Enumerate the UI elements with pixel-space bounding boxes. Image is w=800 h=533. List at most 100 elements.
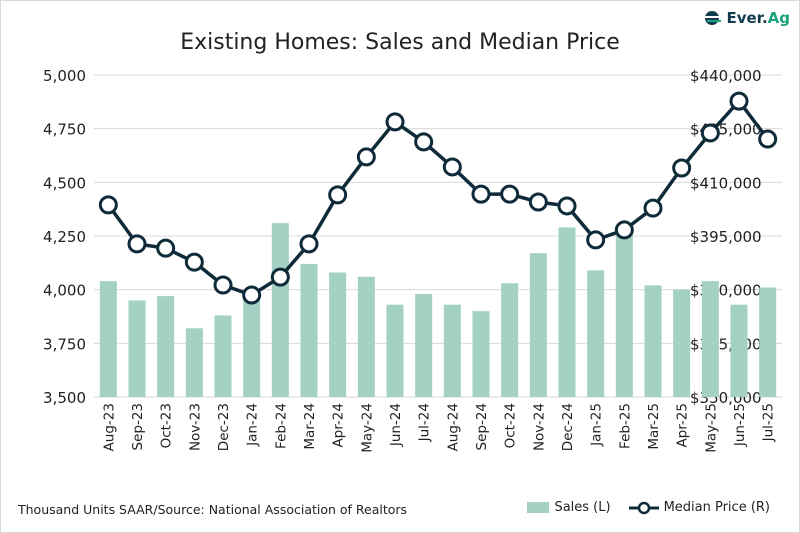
sales-bar bbox=[99, 281, 117, 397]
x-tick-label: Aug-23 bbox=[101, 403, 117, 451]
median-price-point bbox=[184, 252, 204, 272]
x-tick-label: Jul-25 bbox=[761, 403, 777, 442]
median-price-point bbox=[758, 129, 778, 149]
sales-bar bbox=[529, 253, 547, 397]
median-price-point bbox=[385, 112, 405, 132]
sales-bar bbox=[329, 272, 347, 397]
sales-bar bbox=[271, 223, 289, 397]
sales-bar bbox=[157, 296, 175, 397]
sales-bar bbox=[644, 285, 662, 397]
median-price-point bbox=[356, 147, 376, 167]
sales-bar bbox=[214, 315, 232, 397]
legend: Sales (L) Median Price (R) bbox=[527, 500, 770, 515]
sales-bar bbox=[300, 263, 318, 397]
x-tick-label: Mar-24 bbox=[302, 403, 318, 450]
median-price-point bbox=[442, 157, 462, 177]
median-price-point bbox=[557, 196, 577, 216]
left-tick-label: 3,500 bbox=[43, 389, 86, 407]
median-price-point bbox=[614, 220, 634, 240]
sales-bar bbox=[386, 304, 404, 397]
median-price-line bbox=[106, 98, 770, 297]
median-price-point bbox=[328, 185, 348, 205]
right-tick-label: $365,000 bbox=[690, 335, 762, 353]
median-price-point bbox=[213, 275, 233, 295]
left-tick-label: 4,750 bbox=[43, 121, 86, 139]
x-tick-label: Jun-25 bbox=[732, 403, 748, 447]
logo-text-accent: Ag bbox=[767, 9, 790, 27]
x-tick-label: Apr-24 bbox=[331, 403, 347, 448]
left-tick-label: 4,000 bbox=[43, 282, 86, 300]
right-tick-label: $380,000 bbox=[690, 282, 762, 300]
median-price-point bbox=[242, 285, 262, 305]
median-price-point bbox=[127, 234, 147, 254]
x-tick-label: Oct-23 bbox=[159, 403, 175, 448]
sales-bar bbox=[128, 300, 146, 397]
legend-item-price: Median Price (R) bbox=[628, 500, 770, 515]
right-tick-label: $350,000 bbox=[690, 389, 762, 407]
sales-bar bbox=[415, 293, 433, 397]
x-tick-label: May-25 bbox=[703, 403, 719, 453]
median-price-point bbox=[700, 123, 720, 143]
x-tick-label: Oct-24 bbox=[503, 403, 519, 448]
x-tick-label: Jan-24 bbox=[245, 403, 261, 447]
legend-line-swatch bbox=[628, 501, 659, 514]
source-footnote: Thousand Units SAAR/Source: National Ass… bbox=[18, 502, 408, 517]
left-tick-label: 4,500 bbox=[43, 174, 86, 192]
median-price-point bbox=[270, 267, 290, 287]
sales-bar bbox=[472, 311, 490, 397]
left-tick-label: 3,750 bbox=[43, 335, 86, 353]
x-tick-label: Feb-24 bbox=[273, 403, 289, 449]
legend-label-price: Median Price (R) bbox=[663, 500, 770, 515]
x-tick-label: Sep-24 bbox=[474, 403, 490, 451]
sales-bar bbox=[558, 227, 576, 397]
everag-logo: Ever. Ag bbox=[703, 9, 790, 27]
logo-text-main: Ever. bbox=[726, 9, 768, 27]
x-tick-label: Apr-25 bbox=[675, 403, 691, 448]
median-price-point bbox=[586, 230, 606, 250]
legend-label-sales: Sales (L) bbox=[554, 500, 611, 515]
median-price-point bbox=[528, 192, 548, 212]
x-tick-label: Jan-25 bbox=[589, 403, 605, 447]
logo-globe-icon bbox=[705, 11, 722, 25]
x-tick-label: Nov-24 bbox=[531, 403, 547, 451]
x-tick-label: Aug-24 bbox=[445, 403, 461, 451]
x-tick-label: Dec-23 bbox=[216, 403, 232, 451]
sales-bar bbox=[673, 289, 691, 397]
legend-bar-swatch bbox=[527, 502, 550, 513]
median-price-point bbox=[414, 132, 434, 152]
sales-bar bbox=[701, 281, 719, 397]
median-price-point bbox=[672, 158, 692, 178]
median-price-point bbox=[299, 234, 319, 254]
sales-bar bbox=[501, 283, 519, 397]
median-price-point bbox=[729, 91, 749, 111]
median-price-point bbox=[156, 238, 176, 258]
left-tick-label: 4,250 bbox=[43, 228, 86, 246]
right-tick-label: $440,000 bbox=[690, 67, 762, 85]
sales-bar bbox=[587, 270, 605, 397]
x-tick-label: Nov-23 bbox=[187, 403, 203, 451]
sales-bar bbox=[730, 304, 748, 397]
chart-title: Existing Homes: Sales and Median Price bbox=[180, 30, 620, 55]
x-tick-label: Sep-23 bbox=[130, 403, 146, 451]
sales-bar bbox=[615, 233, 633, 397]
sales-bar bbox=[357, 276, 375, 397]
x-tick-label: Feb-25 bbox=[617, 403, 633, 449]
right-tick-label: $395,000 bbox=[690, 228, 762, 246]
x-tick-label: May-24 bbox=[359, 403, 375, 453]
sales-bar bbox=[243, 289, 261, 397]
median-price-point bbox=[471, 184, 491, 204]
median-price-point bbox=[500, 184, 520, 204]
x-tick-label: Jul-24 bbox=[417, 403, 433, 442]
left-tick-label: 5,000 bbox=[43, 67, 86, 85]
median-price-point bbox=[643, 198, 663, 218]
x-tick-label: Jun-24 bbox=[388, 403, 404, 447]
sales-bar bbox=[443, 304, 461, 397]
right-tick-label: $410,000 bbox=[690, 174, 762, 192]
x-tick-label: Dec-24 bbox=[560, 403, 576, 451]
legend-item-sales: Sales (L) bbox=[527, 500, 611, 515]
sales-bar bbox=[185, 328, 203, 397]
sales-bar bbox=[759, 287, 777, 397]
median-price-point bbox=[98, 195, 118, 215]
right-tick-label: $425,000 bbox=[690, 121, 762, 139]
